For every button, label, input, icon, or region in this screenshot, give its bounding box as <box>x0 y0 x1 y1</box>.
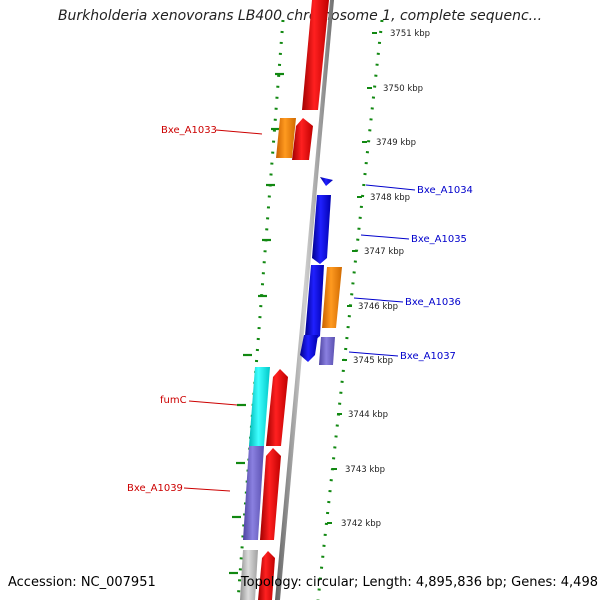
gene-label-bxe-a1033[interactable]: Bxe_A1033 <box>161 125 217 136</box>
gene-label-bxe-a1035[interactable]: Bxe_A1035 <box>411 234 467 245</box>
gene-label-bxe-a1034[interactable]: Bxe_A1034 <box>417 185 473 196</box>
gene-labels[interactable]: Bxe_A1033 Bxe_A1034 Bxe_A1035 Bxe_A1036 … <box>127 125 473 494</box>
kbp-label: 3746 kbp <box>358 302 398 312</box>
gene-arrow-blue-a1037 <box>300 335 318 362</box>
gene-arrow-blue-a1034 <box>320 177 333 186</box>
right-ruler-ticks <box>327 32 377 524</box>
gene-arrow-cyan-fumc <box>249 367 270 446</box>
kbp-label: 3747 kbp <box>364 247 404 257</box>
chromosome-backbone <box>275 0 334 600</box>
kbp-label: 3749 kbp <box>376 138 416 148</box>
map-title: Burkholderia xenovorans LB400 chromosome… <box>57 8 543 24</box>
left-major-ticks <box>229 72 284 575</box>
gene-label-bxe-a1039[interactable]: Bxe_A1039 <box>127 483 183 494</box>
kbp-labels: 3751 kbp 3750 kbp 3749 kbp 3748 kbp 3747… <box>341 29 430 529</box>
kbp-label: 3751 kbp <box>390 29 430 39</box>
gene-arrow-blue-a1035 <box>312 195 331 264</box>
gene-label-fumc[interactable]: fumC <box>160 395 187 406</box>
kbp-label: 3748 kbp <box>370 193 410 203</box>
gene-arrow-red-a1033 <box>292 118 313 160</box>
gene-arrow-red-fumc <box>266 369 288 446</box>
gene-arrow-gray-bottom <box>240 550 258 600</box>
gene-arrow-purple-a1039 <box>243 446 264 540</box>
gene-arrow-red-top <box>302 0 329 110</box>
gene-label-bxe-a1036[interactable]: Bxe_A1036 <box>405 297 461 308</box>
kbp-label: 3745 kbp <box>353 356 393 366</box>
gene-arrow-orange-a1033 <box>276 118 296 158</box>
topology-text: Topology: circular; Length: 4,895,836 bp… <box>240 575 598 590</box>
gene-features <box>240 0 342 600</box>
accession-text: Accession: NC_007951 <box>8 575 156 590</box>
gene-arrow-orange-a1036 <box>322 267 342 328</box>
gene-arrow-blue-a1036 <box>305 265 324 342</box>
gene-label-bxe-a1037[interactable]: Bxe_A1037 <box>400 351 456 362</box>
kbp-label: 3750 kbp <box>383 84 423 94</box>
gene-arrow-red-a1039 <box>260 448 281 540</box>
gene-arrow-purple-a1037 <box>319 337 335 365</box>
kbp-label: 3743 kbp <box>345 465 385 475</box>
kbp-label: 3742 kbp <box>341 519 381 529</box>
leader-lines <box>183 129 416 492</box>
gene-arrow-red-bottom <box>258 551 275 600</box>
kbp-label: 3744 kbp <box>348 410 388 420</box>
